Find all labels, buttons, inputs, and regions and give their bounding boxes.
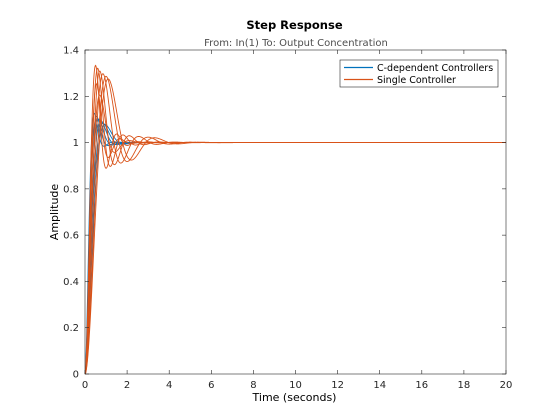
single-controller-response-line	[84, 94, 506, 375]
legend-label-single: Single Controller	[377, 75, 456, 86]
x-tick-label: 10	[289, 380, 302, 391]
y-tick-label: 0.8	[63, 184, 79, 195]
x-tick-label: 18	[458, 380, 471, 391]
y-tick-label: 0.4	[63, 277, 79, 288]
y-tick-label: 1	[73, 138, 79, 149]
x-tick-label: 14	[373, 380, 386, 391]
y-tick-label: 1.2	[63, 92, 79, 103]
x-tick-label: 4	[166, 380, 172, 391]
plot-area	[85, 50, 506, 374]
x-tick-label: 8	[250, 380, 256, 391]
y-axis-ticks: 0 0.2 0.4 0.6 0.8 1 1.2 1.4	[63, 46, 506, 381]
x-tick-label: 0	[82, 380, 88, 391]
legend: C-dependent Controllers Single Controlle…	[339, 59, 499, 88]
legend-label-c-dependent: C-dependent Controllers	[377, 63, 493, 74]
y-tick-label: 0.2	[63, 323, 79, 334]
x-tick-label: 6	[208, 380, 214, 391]
chart-title: Step Response	[246, 18, 342, 32]
x-axis-label: Time (seconds)	[252, 391, 337, 404]
legend-box	[339, 59, 499, 88]
y-tick-label: 0	[73, 370, 79, 381]
x-axis-ticks: 0 2 4 6 8 10 12 14 16 18 20	[82, 50, 513, 391]
y-tick-label: 0.6	[63, 231, 79, 242]
series-layer	[84, 64, 506, 375]
x-tick-label: 16	[415, 380, 428, 391]
chart-subtitle: From: In(1) To: Output Concentration	[204, 38, 388, 49]
y-tick-label: 1.4	[63, 46, 79, 57]
y-axis-label: Amplitude	[48, 184, 61, 241]
x-tick-label: 20	[500, 380, 513, 391]
x-tick-label: 12	[331, 380, 344, 391]
x-tick-label: 2	[124, 380, 130, 391]
